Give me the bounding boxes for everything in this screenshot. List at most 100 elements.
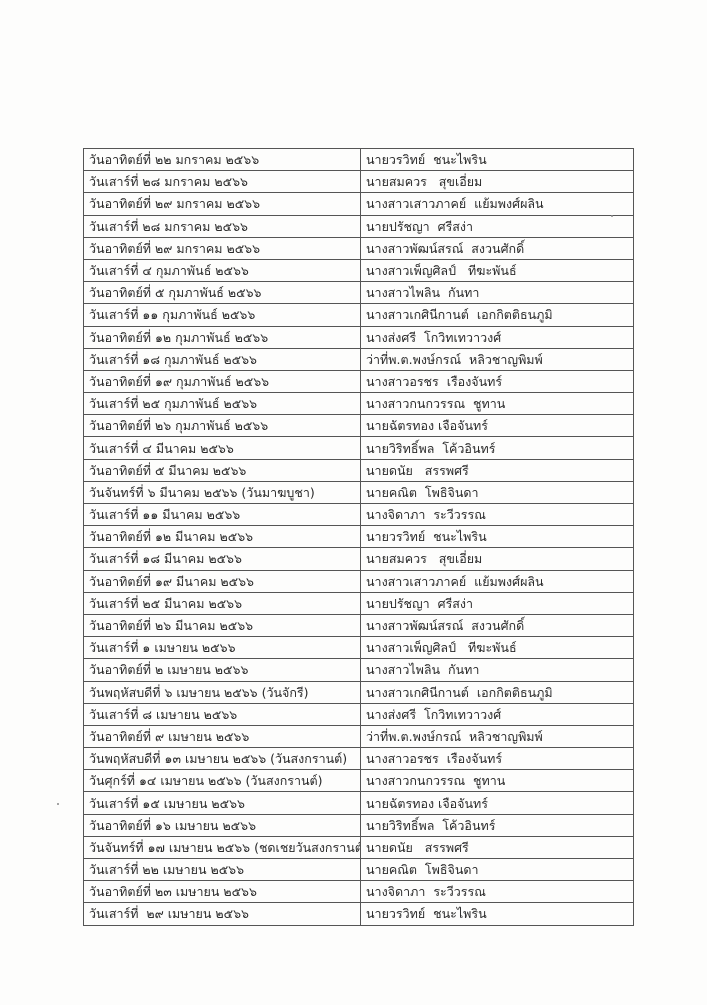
duty-person-cell: นางสาวเกศินีกานต์ เอกกิตติธนภูมิ [360,303,634,327]
duty-person-cell: นายคณิต โพธิจินดา [360,480,634,505]
duty-person-cell: นางสาวพัฒน์สรณ์ สงวนศักดิ์ [360,236,634,260]
table-row: วันอาทิตย์ที่ ๑๒ กุมภาพันธ์ ๒๕๖๖ นางส่งศร… [83,325,634,349]
duty-person-cell: นางส่งศรี โกวิทเทวาวงศ์ [360,702,634,726]
duty-person-cell: นางสาวเพ็ญศิลป์ ทีฆะพันธ์ [360,636,634,660]
duty-person-cell: นายวรวิทย์ ชนะไพริน [360,525,634,549]
duty-schedule-table: วันอาทิตย์ที่ ๒๒ มกราคม ๒๕๖๖ นายวรวิทย์ ช… [83,147,634,926]
duty-date-cell: วันจันทร์ที่ ๖ มีนาคม ๒๕๖๖ (วันมาฆบูชา) [83,480,361,505]
table-row: วันเสาร์ที่ ๒๕ กุมภาพันธ์ ๒๕๖๖ นางสาวกนกว… [83,392,634,416]
table-row: วันอาทิตย์ที่ ๒ เมษายน ๒๕๖๖ นางสาวไพลิน ก… [83,658,634,682]
duty-date-cell: วันอาทิตย์ที่ ๕ กุมภาพันธ์ ๒๕๖๖ [83,281,361,305]
duty-person-cell: ว่าที่พ.ต.พงษ์กรณ์ หลิวชาญพิมพ์ [360,724,634,749]
duty-date-cell: วันอาทิตย์ที่ ๒๓ เมษายน ๒๕๖๖ [83,880,361,904]
duty-person-cell: นายสมควร สุขเอี่ยม [360,170,634,194]
duty-person-cell: นางสาวเกศินีกานต์ เอกกิตติธนภูมิ [360,680,634,704]
duty-person-cell: นายวิริทธิ์พล โค้วอินทร์ [360,813,634,837]
table-row: วันอาทิตย์ที่ ๒๖ กุมภาพันธ์ ๒๕๖๖ นายฉัตรท… [83,414,634,438]
duty-person-cell: นางสาวเสาวภาคย์ แย้มพงศ์ผลิน [360,192,634,216]
duty-date-cell: วันอาทิตย์ที่ ๕ มีนาคม ๒๕๖๖ [83,458,361,482]
duty-date-cell: วันเสาร์ที่ ๑๑ กุมภาพันธ์ ๒๕๖๖ [83,303,361,327]
table-row: วันจันทร์ที่ ๑๗ เมษายน ๒๕๖๖ (ชดเชยวันสงก… [83,835,634,860]
table-row: วันเสาร์ที่ ๒๘ มกราคม ๒๕๖๖ นายสมควร สุขเอ… [83,170,634,194]
duty-date-cell: วันอาทิตย์ที่ ๒๙ มกราคม ๒๕๖๖ [83,192,361,216]
table-row: วันอาทิตย์ที่ ๑๖ เมษายน ๒๕๖๖ นายวิริทธิ์พ… [83,813,634,837]
table-row: วันเสาร์ที่ ๑๕ เมษายน ๒๕๖๖ นายฉัตรทอง เจื… [83,791,634,815]
table-row: วันเสาร์ที่ ๒๒ เมษายน ๒๕๖๖ นายคณิต โพธิจิ… [83,857,634,882]
duty-person-cell: นางสาวอรชร เรืองจันทร์ [360,747,634,771]
table-row: วันอาทิตย์ที่ ๑๒ มีนาคม ๒๕๖๖ นายวรวิทย์ ช… [83,525,634,549]
duty-date-cell: วันศุกร์ที่ ๑๔ เมษายน ๒๕๖๖ (วันสงกรานต์) [83,769,361,793]
duty-date-cell: วันเสาร์ที่ ๑๘ มีนาคม ๒๕๖๖ [83,547,361,571]
table-row: วันอาทิตย์ที่ ๕ กุมภาพันธ์ ๒๕๖๖ นางสาวไพล… [83,281,634,305]
table-row: วันเสาร์ที่ ๒๕ มีนาคม ๒๕๖๖ นายปรัชญา ศรีส… [83,591,634,615]
table-row: วันอาทิตย์ที่ ๕ มีนาคม ๒๕๖๖ นายดนัย สรรพศ… [83,458,634,482]
table-row: วันอาทิตย์ที่ ๒๙ มกราคม ๒๕๖๖ นางสาวเสาวภา… [83,192,634,216]
table-row: วันอาทิตย์ที่ ๒๖ มีนาคม ๒๕๖๖ นางสาวพัฒน์ส… [83,613,634,638]
duty-date-cell: วันอาทิตย์ที่ ๒๒ มกราคม ๒๕๖๖ [83,147,361,172]
duty-date-cell: วันพฤหัสบดีที่ ๖ เมษายน ๒๕๖๖ (วันจักรี) [83,680,361,704]
table-row: วันพฤหัสบดีที่ ๑๓ เมษายน ๒๕๖๖ (วันสงกราน… [83,747,634,771]
duty-date-cell: วันอาทิตย์ที่ ๑๒ มีนาคม ๒๕๖๖ [83,525,361,549]
duty-date-cell: วันเสาร์ที่ ๑ เมษายน ๒๕๖๖ [83,636,361,660]
duty-person-cell: นายวิริทธิ์พล โค้วอินทร์ [360,436,634,460]
duty-person-cell: นางสาวไพลิน กันทา [360,658,634,682]
duty-date-cell: วันอาทิตย์ที่ ๒ เมษายน ๒๕๖๖ [83,658,361,682]
table-row: วันอาทิตย์ที่ ๒๓ เมษายน ๒๕๖๖ นางจิดาภา ระ… [83,880,634,904]
duty-date-cell: วันเสาร์ที่ ๒๕ มีนาคม ๒๕๖๖ [83,591,361,615]
duty-person-cell: นางส่งศรี โกวิทเทวาวงศ์ [360,325,634,349]
table-row: วันเสาร์ที่ ๒๙ เมษายน ๒๕๖๖ นายวรวิทย์ ชนะ… [83,902,634,926]
duty-date-cell: วันเสาร์ที่ ๒๘ มกราคม ๒๕๖๖ [83,214,361,238]
duty-person-cell: นางสาวเพ็ญศิลป์ ทีฆะพันธ์ [360,258,634,283]
table-row: วันเสาร์ที่ ๒๘ มกราคม ๒๕๖๖ นายปรัชญา ศรีส… [83,214,634,238]
table-row: วันเสาร์ที่ ๘ เมษายน ๒๕๖๖ นางส่งศรี โกวิท… [83,702,634,726]
duty-person-cell: นายฉัตรทอง เจือจันทร์ [360,791,634,815]
table-row: วันศุกร์ที่ ๑๔ เมษายน ๒๕๖๖ (วันสงกรานต์)… [83,769,634,793]
scan-speck [611,215,613,217]
table-row: วันอาทิตย์ที่ ๑๙ กุมภาพันธ์ ๒๕๖๖ นางสาวอร… [83,369,634,394]
duty-person-cell: นางจิดาภา ระวีวรรณ [360,880,634,904]
duty-date-cell: วันพฤหัสบดีที่ ๑๓ เมษายน ๒๕๖๖ (วันสงกราน… [83,747,361,771]
duty-person-cell: นางสาวกนกวรรณ ชูทาน [360,392,634,416]
duty-date-cell: วันอาทิตย์ที่ ๒๙ มกราคม ๒๕๖๖ [83,236,361,260]
duty-person-cell: นางสาวอรชร เรืองจันทร์ [360,369,634,394]
duty-date-cell: วันอาทิตย์ที่ ๙ เมษายน ๒๕๖๖ [83,724,361,749]
table-row: วันเสาร์ที่ ๑๘ มีนาคม ๒๕๖๖ นายสมควร สุขเอ… [83,547,634,571]
duty-person-cell: นายวรวิทย์ ชนะไพริน [360,902,634,926]
duty-person-cell: นายฉัตรทอง เจือจันทร์ [360,414,634,438]
duty-person-cell: ว่าที่พ.ต.พงษ์กรณ์ หลิวชาญพิมพ์ [360,347,634,371]
duty-date-cell: วันอาทิตย์ที่ ๑๒ กุมภาพันธ์ ๒๕๖๖ [83,325,361,349]
duty-person-cell: นางจิดาภา ระวีวรรณ [360,502,634,527]
duty-person-cell: นายดนัย สรรพศรี [360,835,634,860]
table-row: วันอาทิตย์ที่ ๙ เมษายน ๒๕๖๖ ว่าที่พ.ต.พงษ… [83,724,634,749]
duty-date-cell: วันเสาร์ที่ ๑๕ เมษายน ๒๕๖๖ [83,791,361,815]
table-row: วันเสาร์ที่ ๑๑ มีนาคม ๒๕๖๖ นางจิดาภา ระวี… [83,502,634,527]
duty-date-cell: วันอาทิตย์ที่ ๑๙ กุมภาพันธ์ ๒๕๖๖ [83,369,361,394]
duty-date-cell: วันอาทิตย์ที่ ๑๙ มีนาคม ๒๕๖๖ [83,569,361,593]
table-row: วันอาทิตย์ที่ ๒๒ มกราคม ๒๕๖๖ นายวรวิทย์ ช… [83,147,634,172]
duty-date-cell: วันอาทิตย์ที่ ๑๖ เมษายน ๒๕๖๖ [83,813,361,837]
duty-date-cell: วันอาทิตย์ที่ ๒๖ กุมภาพันธ์ ๒๕๖๖ [83,414,361,438]
duty-date-cell: วันเสาร์ที่ ๑๑ มีนาคม ๒๕๖๖ [83,502,361,527]
duty-person-cell: นายปรัชญา ศรีสง่า [360,591,634,615]
table-row: วันจันทร์ที่ ๖ มีนาคม ๒๕๖๖ (วันมาฆบูชา) น… [83,480,634,505]
table-row: วันอาทิตย์ที่ ๑๙ มีนาคม ๒๕๖๖ นางสาวเสาวภา… [83,569,634,593]
duty-person-cell: นายดนัย สรรพศรี [360,458,634,482]
duty-date-cell: วันเสาร์ที่ ๒๒ เมษายน ๒๕๖๖ [83,857,361,882]
duty-person-cell: นางสาวพัฒน์สรณ์ สงวนศักดิ์ [360,613,634,638]
duty-person-cell: นายปรัชญา ศรีสง่า [360,214,634,238]
table-row: วันเสาร์ที่ ๑๑ กุมภาพันธ์ ๒๕๖๖ นางสาวเกศิ… [83,303,634,327]
duty-person-cell: นางสาวไพลิน กันทา [360,281,634,305]
duty-date-cell: วันเสาร์ที่ ๔ มีนาคม ๒๕๖๖ [83,436,361,460]
duty-date-cell: วันเสาร์ที่ ๔ กุมภาพันธ์ ๒๕๖๖ [83,258,361,283]
duty-person-cell: นางสาวกนกวรรณ ชูทาน [360,769,634,793]
duty-person-cell: นายวรวิทย์ ชนะไพริน [360,147,634,172]
duty-date-cell: วันเสาร์ที่ ๑๘ กุมภาพันธ์ ๒๕๖๖ [83,347,361,371]
table-row: วันอาทิตย์ที่ ๒๙ มกราคม ๒๕๖๖ นางสาวพัฒน์ส… [83,236,634,260]
duty-person-cell: นายสมควร สุขเอี่ยม [360,547,634,571]
duty-date-cell: วันเสาร์ที่ ๒๙ เมษายน ๒๕๖๖ [83,902,361,926]
duty-date-cell: วันเสาร์ที่ ๒๕ กุมภาพันธ์ ๒๕๖๖ [83,392,361,416]
table-row: วันพฤหัสบดีที่ ๖ เมษายน ๒๕๖๖ (วันจักรี) น… [83,680,634,704]
duty-person-cell: นางสาวเสาวภาคย์ แย้มพงศ์ผลิน [360,569,634,593]
duty-date-cell: วันเสาร์ที่ ๒๘ มกราคม ๒๕๖๖ [83,170,361,194]
table-row: วันเสาร์ที่ ๔ กุมภาพันธ์ ๒๕๖๖ นางสาวเพ็ญศ… [83,258,634,283]
